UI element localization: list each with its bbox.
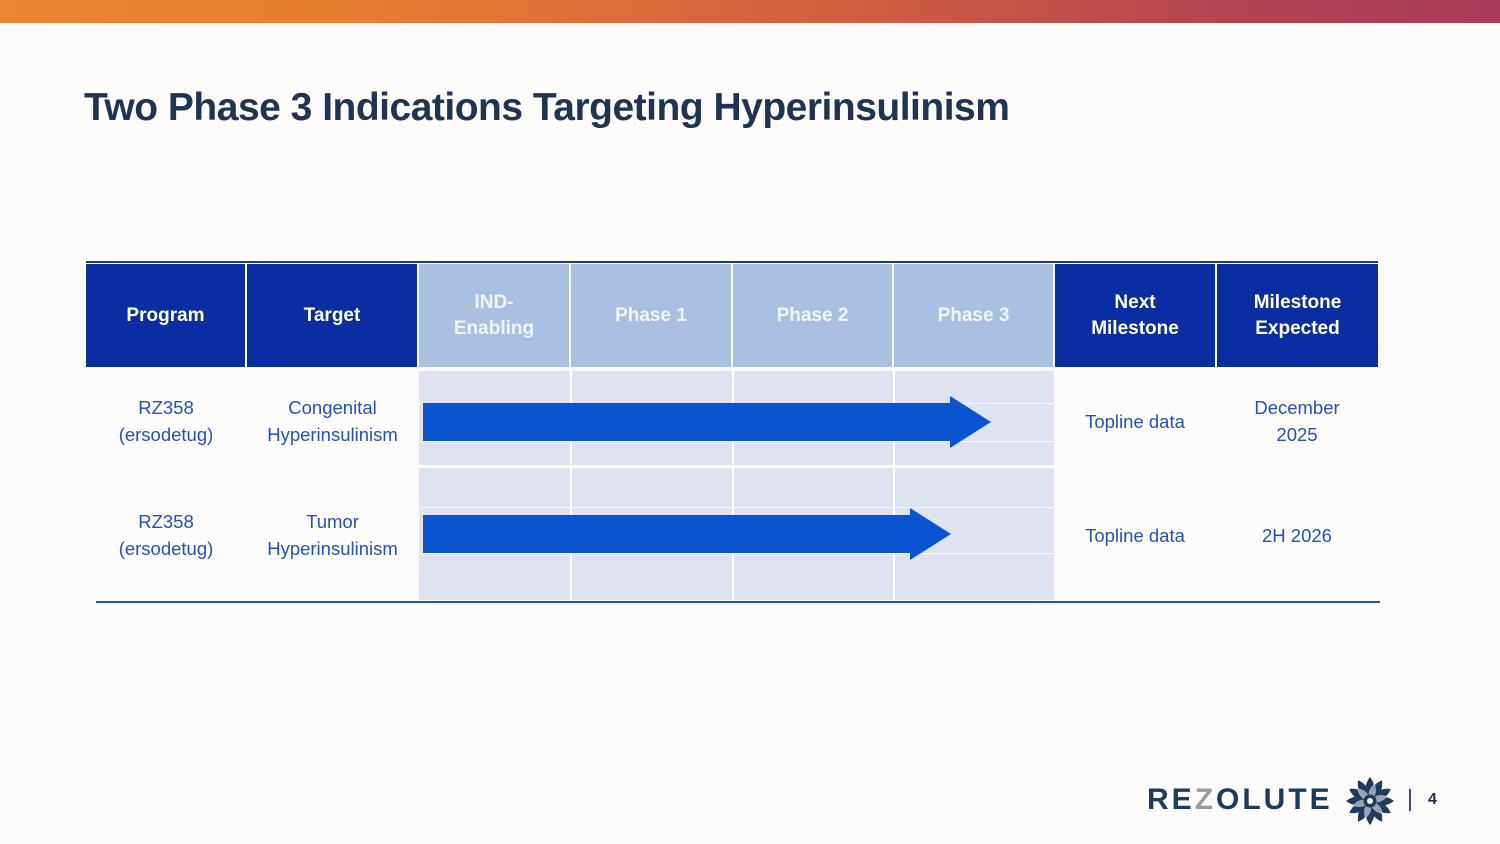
header-label-milestone-expected: Milestone Expected	[1253, 291, 1342, 339]
header-cell-milestone-expected: Milestone Expected	[1217, 264, 1378, 367]
row-2-next-milestone-cell: Topline data	[1054, 506, 1216, 564]
footer-divider	[1409, 789, 1411, 811]
gridline-vertical	[893, 371, 895, 600]
row-2-target: Tumor Hyperinsulinism	[267, 511, 398, 559]
row-1-next-milestone-cell: Topline data	[1054, 392, 1216, 450]
header-label-phase-3: Phase 3	[937, 304, 1010, 326]
header-label-target: Target	[303, 304, 361, 326]
row-2-milestone-expected-cell: 2H 2026	[1216, 506, 1378, 564]
gridline-horizontal	[419, 465, 1054, 468]
header-label-ind-enabling: IND- Enabling	[453, 291, 535, 339]
header-label-phase-1: Phase 1	[615, 304, 687, 326]
header-label-program: Program	[126, 304, 205, 326]
row-1-program-cell: RZ358 (ersodetug)	[86, 392, 246, 450]
header-cell-phase-2: Phase 2	[733, 264, 892, 367]
logo-olute: OLUTE	[1216, 783, 1333, 816]
top-accent-bar	[0, 0, 1500, 23]
header-cell-next-milestone: Next Milestone	[1055, 264, 1215, 367]
row-1-target-cell: Congenital Hyperinsulinism	[246, 392, 419, 450]
row-1-milestone-expected: December 2025	[1254, 397, 1340, 445]
phase-progress-arrow-row-2	[423, 508, 951, 560]
header-cell-phase-1: Phase 1	[571, 264, 731, 367]
table-top-border	[86, 261, 1378, 263]
row-1-next-milestone: Topline data	[1085, 410, 1185, 432]
row-2-program-cell: RZ358 (ersodetug)	[86, 506, 246, 564]
logo-re: RE	[1147, 783, 1195, 816]
rezolute-logo: REZOLUTE	[1147, 783, 1333, 817]
row-1-target: Congenital Hyperinsulinism	[267, 397, 398, 445]
row-2-target-cell: Tumor Hyperinsulinism	[246, 506, 419, 564]
header-cell-target: Target	[247, 264, 417, 367]
gridline-horizontal	[419, 507, 1054, 508]
rezolute-lotus-icon	[1346, 777, 1394, 825]
header-cell-program: Program	[86, 264, 245, 367]
gridline-vertical	[570, 371, 572, 600]
row-2-program: RZ358 (ersodetug)	[118, 511, 214, 559]
phase-progress-arrow-row-1	[423, 396, 991, 448]
table-bottom-border	[96, 601, 1380, 603]
gridline-horizontal	[419, 441, 1054, 442]
header-label-next-milestone: Next Milestone	[1091, 291, 1179, 339]
slide-title: Two Phase 3 Indications Targeting Hyperi…	[84, 86, 1010, 129]
row-1-program: RZ358 (ersodetug)	[118, 397, 214, 445]
gridline-horizontal	[419, 553, 1054, 554]
row-2-next-milestone: Topline data	[1085, 524, 1185, 546]
page-number: 4	[1428, 791, 1437, 808]
row-1-milestone-expected-cell: December 2025	[1216, 392, 1378, 450]
row-2-milestone-expected: 2H 2026	[1262, 524, 1332, 546]
header-cell-ind-enabling: IND- Enabling	[419, 264, 569, 367]
header-cell-phase-3: Phase 3	[894, 264, 1053, 367]
header-label-phase-2: Phase 2	[776, 304, 849, 326]
gridline-vertical	[732, 371, 734, 600]
logo-z: Z	[1194, 783, 1217, 816]
